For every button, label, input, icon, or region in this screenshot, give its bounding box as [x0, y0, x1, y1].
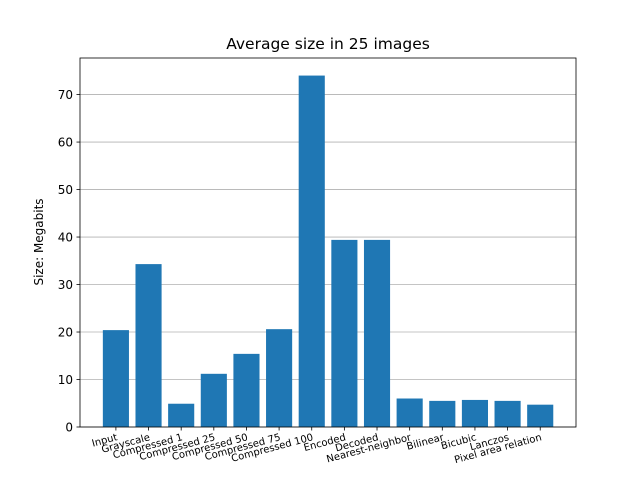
bar [168, 403, 195, 427]
y-tick-label: 50 [58, 183, 73, 197]
y-tick-label: 30 [58, 278, 73, 292]
y-tick-label: 20 [58, 325, 73, 339]
bar [266, 329, 293, 427]
y-axis-ticks: 0 10 20 30 40 50 60 70 [58, 88, 80, 434]
y-tick-label: 10 [58, 373, 73, 387]
grid-lines [80, 94, 576, 428]
bar [298, 75, 325, 428]
chart-title: Average size in 25 images [226, 35, 430, 53]
bar [461, 399, 488, 427]
y-tick-label: 60 [58, 135, 73, 149]
bar [429, 400, 456, 427]
y-tick-label: 40 [58, 230, 73, 244]
bar [200, 373, 227, 427]
bar [494, 400, 521, 427]
y-tick-label: 70 [58, 88, 73, 102]
bar [135, 264, 162, 427]
y-tick-label: 0 [65, 420, 73, 434]
bar [363, 239, 391, 427]
axes-frame [79, 57, 577, 428]
bar [527, 404, 554, 427]
y-axis-label: Size: Megabits [32, 198, 46, 285]
bar [331, 239, 358, 427]
bar [102, 330, 129, 427]
bars [102, 75, 554, 428]
bar [233, 353, 260, 427]
bar [396, 398, 423, 427]
